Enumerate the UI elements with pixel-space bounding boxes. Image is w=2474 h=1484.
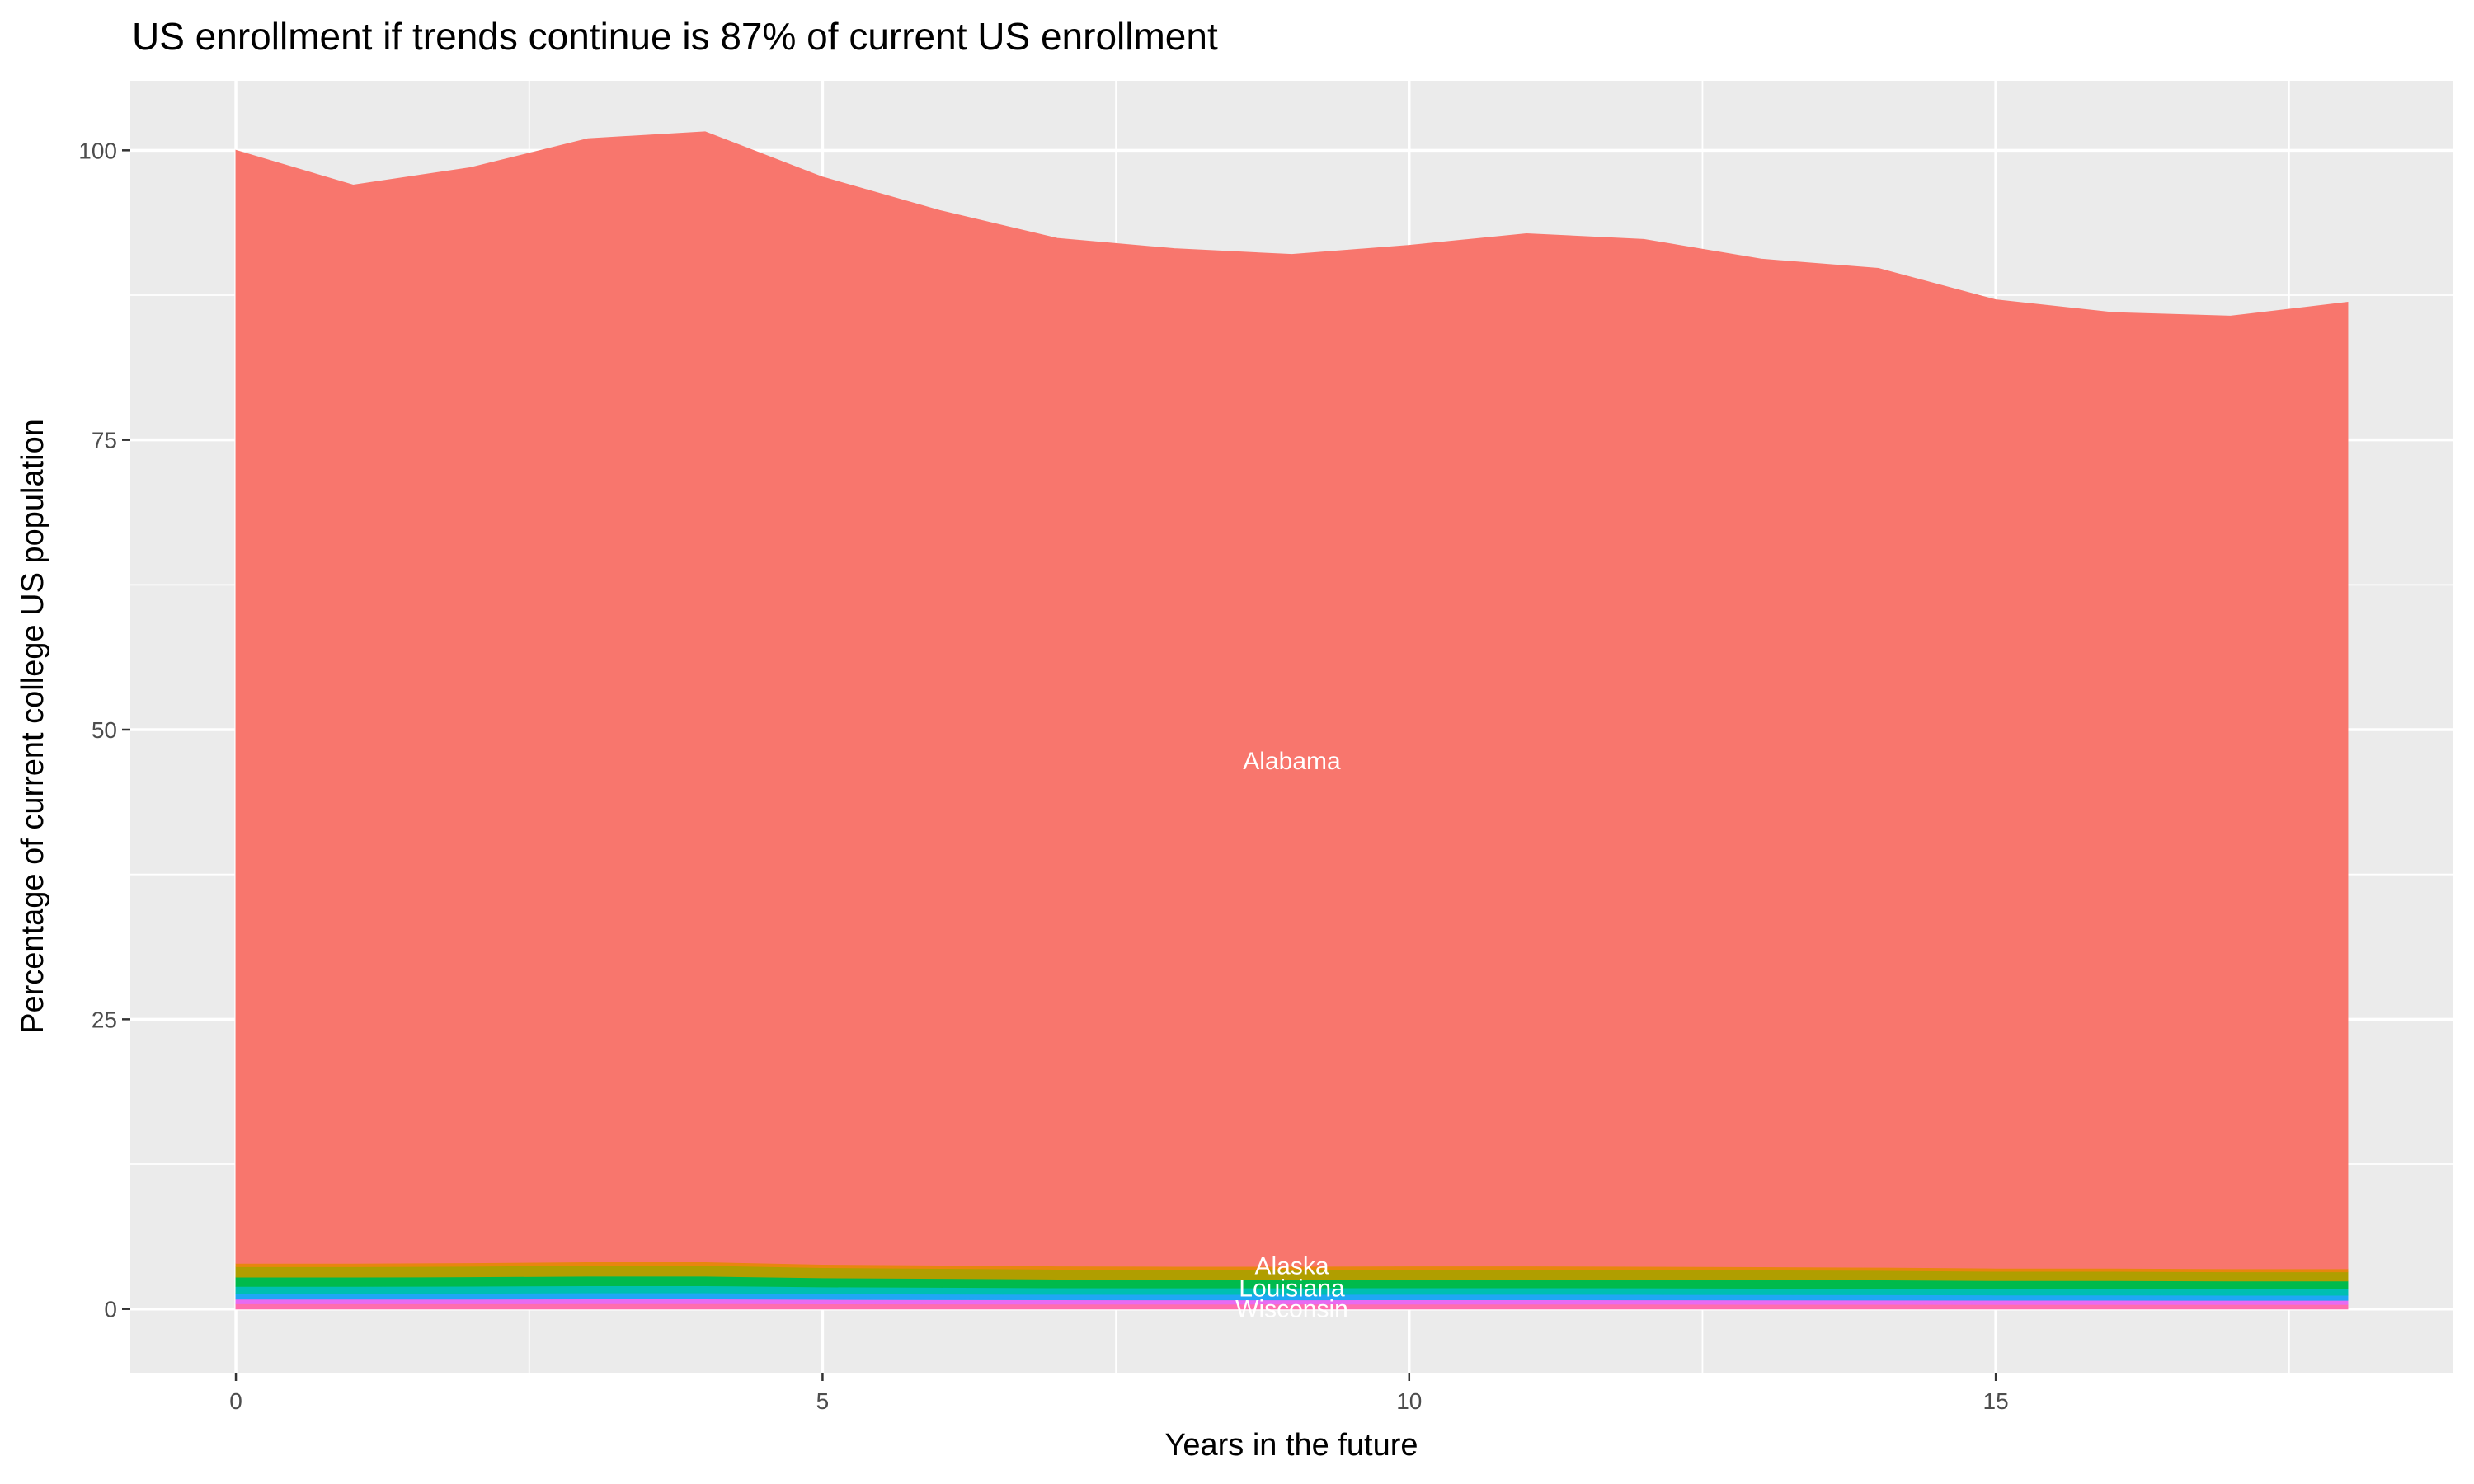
area-label: Louisiana	[1239, 1275, 1345, 1302]
y-tick-label: 100	[78, 138, 117, 163]
alabama-area	[235, 131, 2349, 1270]
area-label: Alaska	[1254, 1253, 1329, 1280]
y-axis-ticks: 0 25 50 75 100	[78, 138, 130, 1322]
y-tick-label: 50	[92, 717, 117, 743]
area-label: Wisconsin	[1235, 1296, 1348, 1323]
x-axis-ticks: 0 5 10 15	[229, 1373, 2009, 1414]
x-axis-title: Years in the future	[1164, 1428, 1418, 1463]
x-tick-label: 15	[1983, 1388, 2009, 1414]
y-axis-title: Percentage of current college US populat…	[16, 419, 50, 1034]
x-tick-label: 10	[1396, 1388, 1422, 1414]
y-tick-label: 0	[104, 1297, 117, 1322]
area-label: Alabama	[1243, 748, 1341, 775]
area-layers	[235, 131, 2349, 1310]
x-tick-label: 0	[229, 1388, 242, 1414]
x-tick-label: 5	[816, 1388, 830, 1414]
chart-title: US enrollment if trends continue is 87% …	[132, 15, 1218, 58]
y-tick-label: 25	[92, 1007, 117, 1032]
y-tick-label: 75	[92, 428, 117, 453]
